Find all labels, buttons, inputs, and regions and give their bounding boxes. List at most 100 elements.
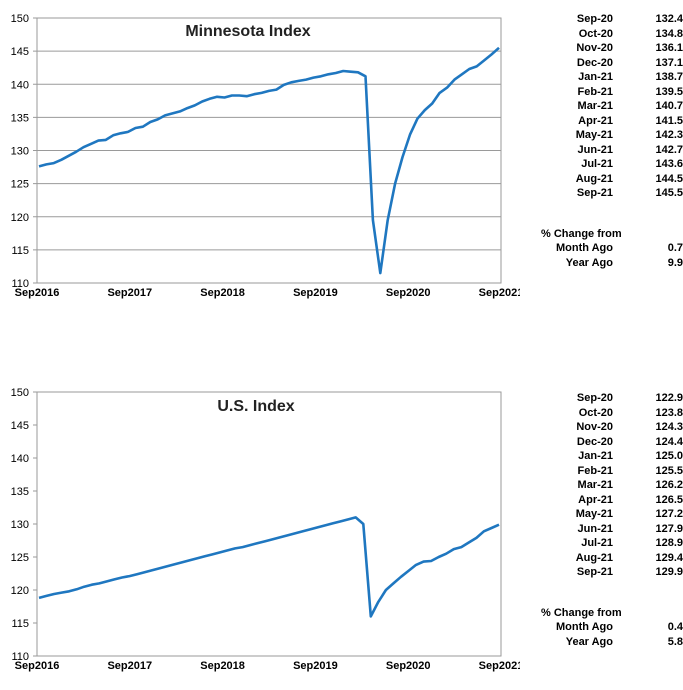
change-label: Year Ago <box>565 256 613 269</box>
table-row: Jun-21 142.7 <box>543 143 683 158</box>
index-value: 126.5 <box>655 493 683 506</box>
month-label: Jun-21 <box>577 522 613 535</box>
change-label: Month Ago <box>555 621 613 633</box>
table-row: Dec-20 124.4 <box>543 435 683 450</box>
month-label: Sep-20 <box>576 392 613 404</box>
month-label: Jan-21 <box>578 450 613 462</box>
y-tick-label: 140 <box>11 79 29 91</box>
table-row: Dec-20 137.1 <box>543 56 683 71</box>
minnesota-change-heading: % Change from <box>541 228 622 240</box>
index-value: 136.1 <box>655 42 683 54</box>
index-value: 139.5 <box>655 85 683 98</box>
y-tick-label: 135 <box>11 112 29 124</box>
y-tick-label: 145 <box>11 46 29 58</box>
minnesota-table: Sep-20 132.4 Oct-20 134.8 Nov-20 136.1 Dec-20 1… <box>543 12 683 201</box>
x-tick-label: Sep2017 <box>107 287 152 299</box>
index-value: 132.4 <box>655 13 683 25</box>
table-row: Nov-20 136.1 <box>543 41 683 56</box>
table-row: Jun-21 127.9 <box>543 522 683 537</box>
index-value: 138.7 <box>655 71 683 83</box>
month-label: Jul-21 <box>581 158 613 170</box>
month-label: Aug-21 <box>575 172 613 185</box>
change-label: Month Ago <box>555 242 613 254</box>
table-row: Jul-21 143.6 <box>543 157 683 172</box>
us-table: Sep-20 122.9 Oct-20 123.8 Nov-20 124.3 Dec-20 1… <box>543 391 683 580</box>
x-tick-label: Sep2021 <box>479 660 520 672</box>
month-label: Jan-21 <box>578 71 613 83</box>
minnesota-index-chart: 110 115 120 125 130 135 140 145 150 Sep2016 Sep201… <box>11 13 520 299</box>
index-value: 142.3 <box>655 129 683 141</box>
x-tick-label: Sep2020 <box>386 660 431 672</box>
index-value: 144.5 <box>655 172 683 185</box>
change-row: Year Ago 9.9 <box>543 256 683 271</box>
x-tick-label: Sep2020 <box>386 287 431 299</box>
month-label: Apr-21 <box>578 114 613 127</box>
y-tick-label: 135 <box>11 486 29 498</box>
month-label: May-21 <box>575 129 613 141</box>
index-value: 145.5 <box>655 187 683 199</box>
y-tick-label: 115 <box>11 618 29 630</box>
table-row: Sep-21 129.9 <box>543 565 683 580</box>
month-label: Mar-21 <box>577 100 613 112</box>
table-row: Apr-21 141.5 <box>543 114 683 129</box>
index-value: 127.2 <box>655 508 683 520</box>
y-tick-label: 120 <box>11 212 29 224</box>
index-value: 124.3 <box>655 421 683 433</box>
change-label: Year Ago <box>565 635 613 648</box>
table-row: Mar-21 140.7 <box>543 99 683 114</box>
index-value: 129.9 <box>655 566 683 578</box>
change-row: Month Ago 0.7 <box>543 241 683 256</box>
table-row: Mar-21 126.2 <box>543 478 683 493</box>
x-tick-label: Sep2019 <box>293 660 338 672</box>
table-row: Nov-20 124.3 <box>543 420 683 435</box>
table-row: Feb-21 139.5 <box>543 85 683 100</box>
series-line <box>38 46 500 275</box>
us-index-chart: 110 115 120 125 130 135 140 145 150 Sep2016 Sep201… <box>11 387 520 672</box>
change-value: 0.7 <box>667 242 683 254</box>
index-value: 134.8 <box>655 27 683 40</box>
y-tick-label: 150 <box>11 13 29 25</box>
month-label: Sep-21 <box>576 187 613 199</box>
x-tick-label: Sep2021 <box>479 287 520 299</box>
table-row: Jul-21 128.9 <box>543 536 683 551</box>
month-label: Sep-21 <box>576 566 613 578</box>
month-label: Jul-21 <box>581 537 613 549</box>
index-value: 122.9 <box>655 392 683 404</box>
y-tick-label: 125 <box>11 552 29 564</box>
table-row: Oct-20 134.8 <box>543 27 683 42</box>
index-value: 126.2 <box>655 479 683 491</box>
index-value: 137.1 <box>655 56 683 69</box>
index-value: 125.5 <box>655 464 683 477</box>
y-tick-label: 150 <box>11 387 29 399</box>
y-tick-label: 130 <box>11 519 29 531</box>
month-label: Nov-20 <box>576 42 613 54</box>
index-value: 129.4 <box>655 551 683 564</box>
y-tick-label: 145 <box>11 420 29 432</box>
month-label: Mar-21 <box>577 479 613 491</box>
table-row: Aug-21 129.4 <box>543 551 683 566</box>
change-value: 5.8 <box>667 635 683 648</box>
table-row: Jan-21 125.0 <box>543 449 683 464</box>
table-row: Feb-21 125.5 <box>543 464 683 479</box>
us-change-table: Month Ago 0.4 Year Ago 5.8 <box>543 620 683 649</box>
plot-area <box>36 391 502 657</box>
y-tick-label: 130 <box>11 146 29 158</box>
table-row: Sep-20 122.9 <box>543 391 683 406</box>
table-row: Sep-20 132.4 <box>543 12 683 27</box>
change-value: 0.4 <box>667 621 683 633</box>
table-row: Apr-21 126.5 <box>543 493 683 508</box>
minnesota-change-table: Month Ago 0.7 Year Ago 9.9 <box>543 241 683 270</box>
y-tick-label: 110 <box>11 278 29 290</box>
index-value: 142.7 <box>655 143 683 156</box>
month-label: Nov-20 <box>576 421 613 433</box>
table-row: May-21 127.2 <box>543 507 683 522</box>
month-label: May-21 <box>575 508 613 520</box>
month-label: Feb-21 <box>577 464 613 477</box>
y-tick-label: 140 <box>11 453 29 465</box>
month-label: Jun-21 <box>577 143 613 156</box>
index-value: 143.6 <box>655 158 683 170</box>
month-label: Feb-21 <box>577 85 613 98</box>
index-value: 123.8 <box>655 406 683 419</box>
change-row: Year Ago 5.8 <box>543 635 683 650</box>
month-label: Dec-20 <box>576 435 613 448</box>
